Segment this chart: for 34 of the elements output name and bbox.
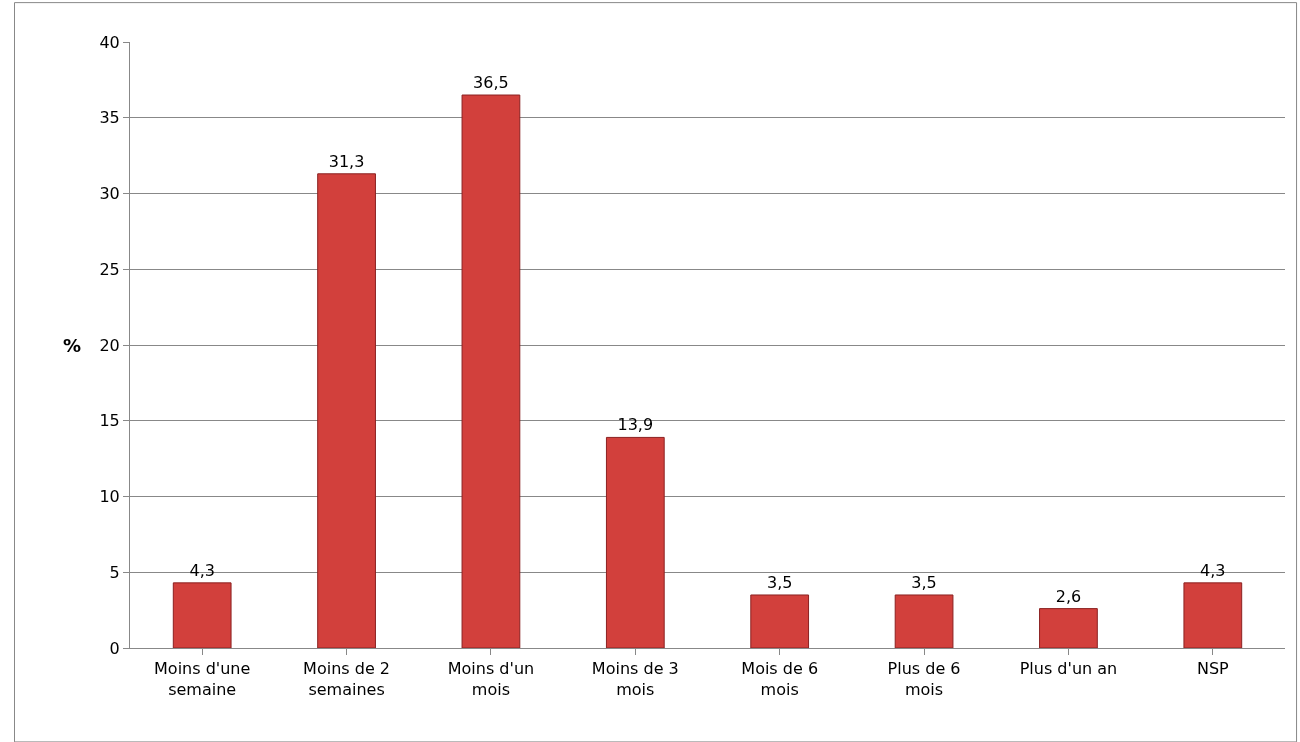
bar (1039, 608, 1098, 648)
y-tick-label: 40 (99, 32, 120, 52)
bar (605, 436, 665, 648)
x-tick-label: Moins d'une semaine (154, 659, 251, 699)
data-label: 3,5 (766, 572, 793, 592)
x-tick-label: NSP (1196, 659, 1230, 679)
bar (461, 94, 521, 648)
y-tick-label: 35 (99, 108, 120, 128)
data-label: 13,9 (617, 415, 654, 435)
data-label: 36,5 (473, 73, 509, 93)
y-tick-label: 5 (109, 562, 120, 582)
data-label: 4,3 (1200, 560, 1226, 580)
bar (750, 594, 810, 648)
x-tick-label: Moins de 3 mois (591, 659, 679, 699)
x-tick-label: Moins d'un mois (447, 659, 535, 699)
y-tick-label: 10 (99, 487, 120, 507)
y-axis-title: % (63, 335, 82, 356)
bar (317, 173, 376, 648)
y-tick-label: 30 (99, 184, 120, 204)
data-label: 4,3 (189, 560, 215, 580)
data-label: 2,6 (1055, 586, 1082, 606)
x-tick-label: Mois de 6 mois (741, 659, 819, 699)
x-tick-label: Plus de 6 mois (887, 659, 961, 699)
x-tick-label: Plus d'un an (1019, 659, 1118, 679)
x-tick-label: Moins de 2 semaines (303, 659, 390, 699)
data-label: 31,3 (328, 151, 365, 171)
bar (894, 594, 954, 648)
y-tick-label: 15 (99, 411, 120, 431)
y-tick-label: 0 (109, 638, 120, 658)
bar (1183, 582, 1243, 648)
data-label: 3,5 (911, 572, 937, 592)
y-tick-label: 25 (99, 259, 120, 279)
bar (172, 582, 232, 648)
y-tick-label: 20 (99, 335, 120, 355)
